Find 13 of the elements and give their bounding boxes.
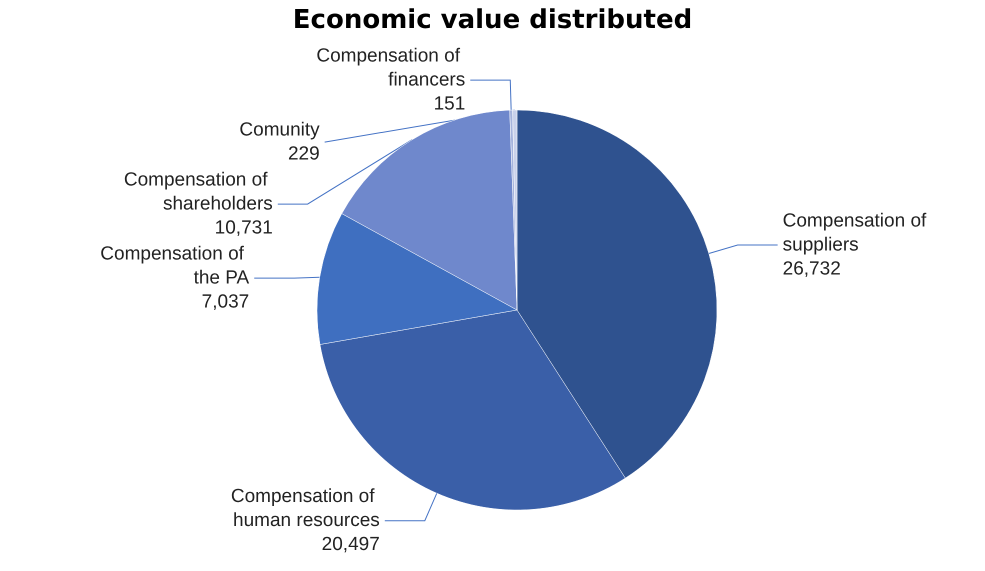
slice-label: Compensation of financers	[316, 46, 466, 91]
data-label: 26,732	[782, 258, 841, 280]
slice-label: Comunity	[239, 120, 320, 141]
data-label: 151	[434, 94, 466, 115]
slice-label: Compensation of shareholders	[124, 170, 273, 215]
data-label: 7,037	[202, 292, 250, 313]
slice-label: Compensation of suppliers	[782, 210, 932, 256]
slice-label: Compensation of human resources	[230, 486, 380, 532]
data-label: 229	[288, 144, 320, 165]
slice-label: Compensation of the PA	[100, 244, 250, 289]
chart-title: Economic value distributed	[292, 5, 692, 35]
data-label: 10,731	[214, 218, 273, 239]
data-label: 20,497	[322, 534, 380, 556]
